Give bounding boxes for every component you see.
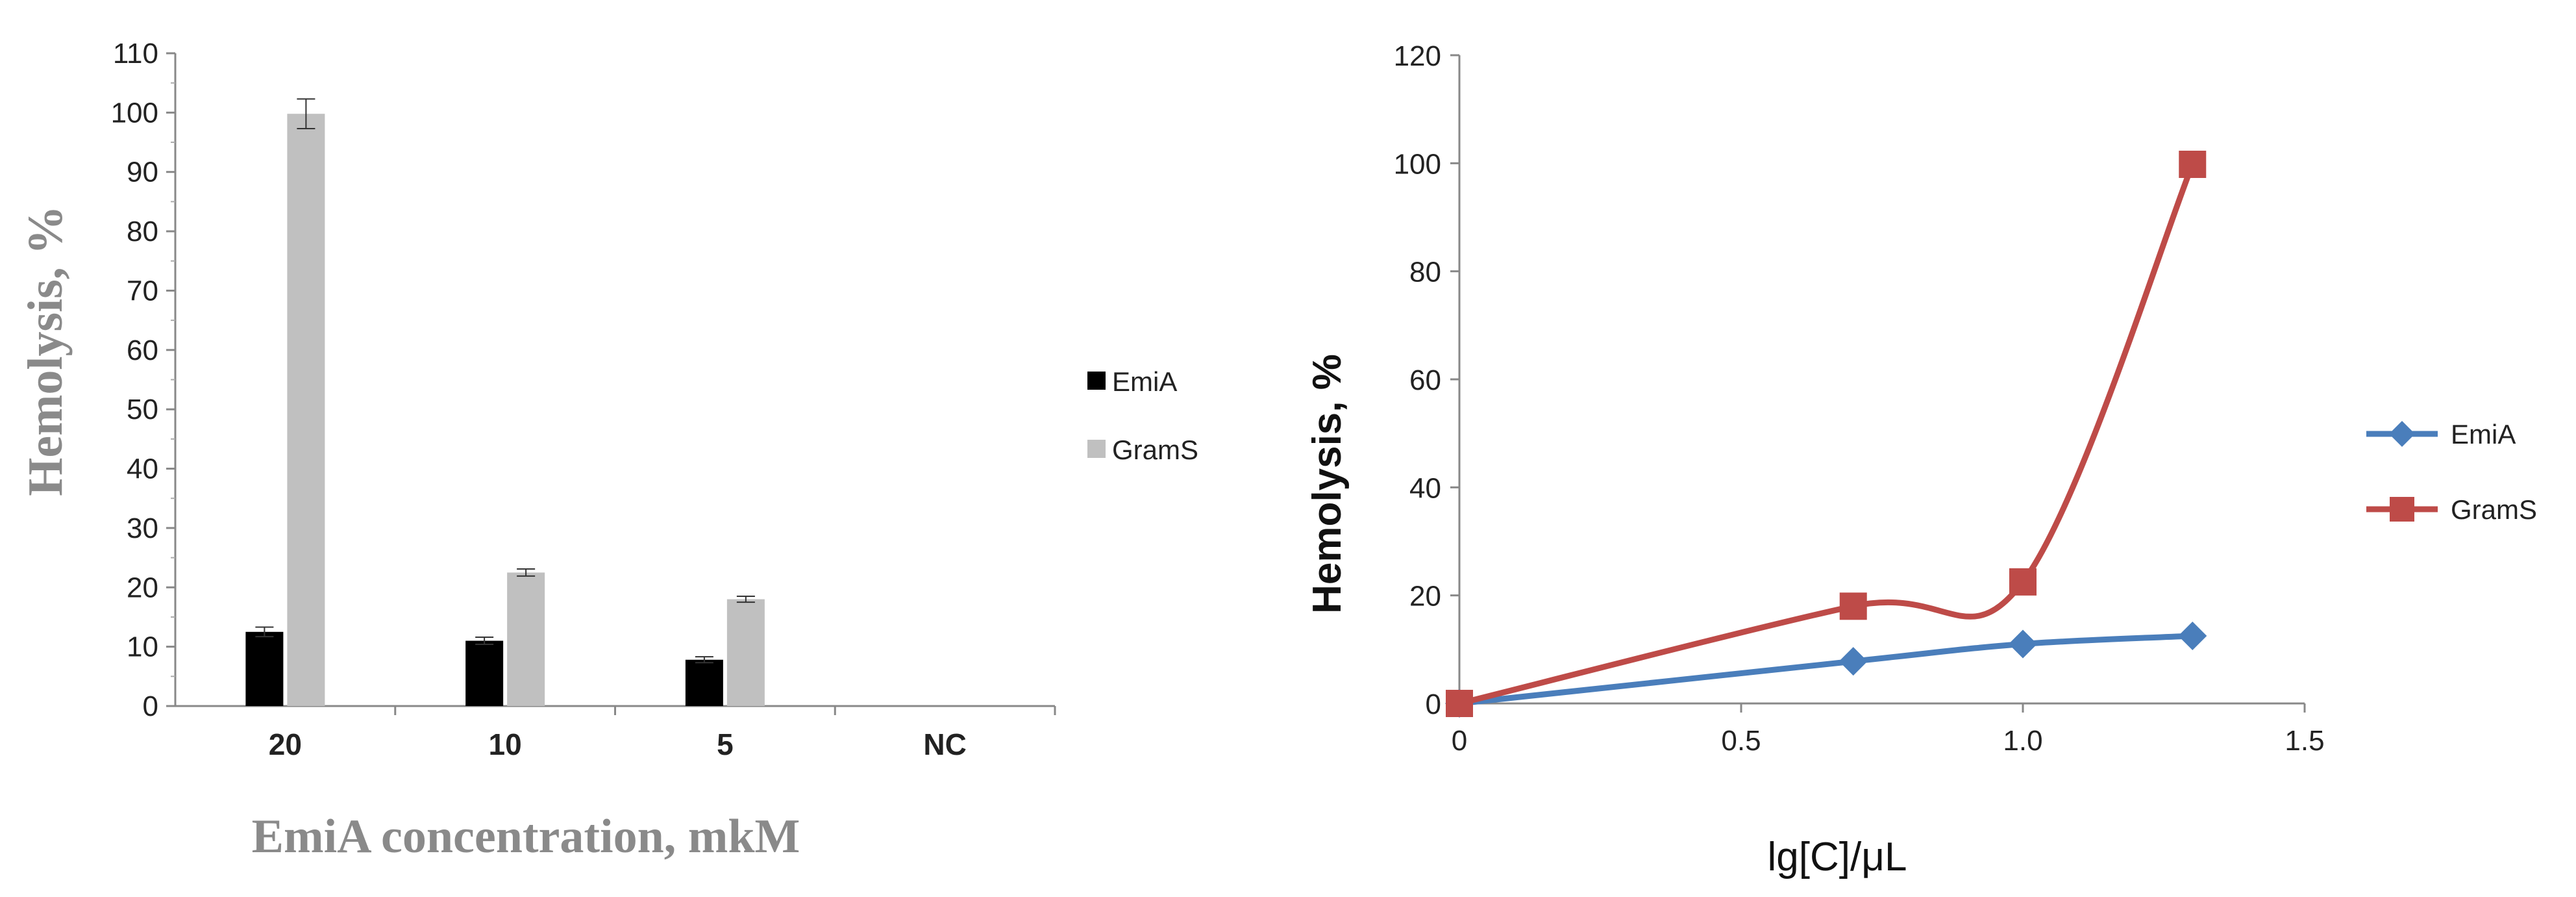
line-chart-axes <box>1450 54 2306 713</box>
bar-chart-y-tick-label: 30 <box>127 512 158 544</box>
bar-emia-10 <box>465 640 504 706</box>
bar-chart-y-tick-label: 80 <box>127 216 158 247</box>
bar-chart-legend: EmiA GramS <box>1087 366 1198 465</box>
series-line-grams <box>1458 163 2196 707</box>
bar-chart-x-tick-label: NC <box>923 727 966 761</box>
bar-chart-y-tick-label: 110 <box>113 38 158 69</box>
line-chart-series <box>1445 150 2207 718</box>
bar-chart-y-axis-label: Hemolysis, % <box>18 205 73 496</box>
legend-swatch-grams <box>1087 440 1106 458</box>
error-bar-grams-10 <box>517 568 536 577</box>
bar-chart-y-tick-label: 0 <box>143 690 158 722</box>
legend-marker-grams <box>2390 497 2414 522</box>
line-chart-x-axis-label: lg[C]/μL <box>1768 835 1907 879</box>
error-bar-grams-20 <box>297 98 316 130</box>
bar-chart-x-tick-label: 10 <box>489 727 522 761</box>
bar-chart-tick-labels: 0 10 20 30 40 50 60 70 80 90 100 110 20 10 5 NC <box>111 38 967 761</box>
bar-chart-x-axis-label: EmiA concentration, mkM <box>252 810 800 863</box>
line-chart-y-tick-label: 40 <box>1409 472 1441 504</box>
line-chart-y-tick-label: 100 <box>1394 148 1441 180</box>
legend-label-emia: EmiA <box>1112 366 1177 397</box>
line-chart-x-tick-label: 0.5 <box>1721 725 1761 757</box>
point-grams-0 <box>1446 690 1473 717</box>
bar-chart-x-tick-label: 20 <box>269 727 302 761</box>
legend-marker-emia <box>2389 421 2415 447</box>
bar-chart-y-tick-label: 10 <box>127 631 158 663</box>
bar-chart-bars <box>245 98 765 706</box>
legend-label-emia: EmiA <box>2451 419 2516 449</box>
bar-chart-y-tick-label: 70 <box>127 275 158 307</box>
bar-grams-20 <box>287 114 325 706</box>
legend-swatch-emia <box>1087 372 1106 390</box>
bar-chart-x-tick-label: 5 <box>717 727 734 761</box>
line-chart-x-tick-label: 1.0 <box>2003 725 2042 757</box>
bar-emia-5 <box>685 659 723 706</box>
error-bar-emia-20 <box>255 626 274 638</box>
error-bar-emia-10 <box>475 637 494 645</box>
bar-grams-5 <box>726 599 765 706</box>
legend-label-grams: GramS <box>1112 435 1198 465</box>
line-chart-x-tick-label: 0 <box>1452 725 1467 757</box>
legend-label-grams: GramS <box>2451 494 2537 525</box>
point-grams-1 <box>1839 592 1867 620</box>
point-emia-1 <box>1839 647 1868 676</box>
line-chart-x-tick-label: 1.5 <box>2285 725 2324 757</box>
line-chart-y-tick-label: 20 <box>1409 581 1441 613</box>
line-chart-legend: EmiA GramS <box>2366 419 2537 525</box>
line-chart: 0 20 40 60 80 100 120 0 0.5 1.0 1.5 Hemolysis, % l… <box>1305 40 2537 879</box>
bar-emia-20 <box>245 631 284 706</box>
line-chart-y-tick-label: 60 <box>1409 364 1441 396</box>
point-grams-3 <box>2179 150 2207 178</box>
bar-grams-10 <box>507 572 545 706</box>
series-grams <box>1446 150 2207 717</box>
bar-chart-y-tick-label: 20 <box>127 572 158 603</box>
bar-chart: 0 10 20 30 40 50 60 70 80 90 100 110 20 10 5 NC Hemolys… <box>18 38 1198 863</box>
bar-chart-y-tick-label: 90 <box>127 157 158 188</box>
line-chart-y-tick-label: 0 <box>1426 689 1441 720</box>
line-chart-tick-labels: 0 20 40 60 80 100 120 0 0.5 1.0 1.5 <box>1394 40 2325 757</box>
bar-chart-y-tick-label: 100 <box>111 97 158 129</box>
point-emia-2 <box>2009 629 2037 659</box>
bar-chart-y-tick-label: 50 <box>127 394 158 425</box>
line-chart-y-axis-label: Hemolysis, % <box>1305 354 1350 614</box>
line-chart-y-tick-label: 80 <box>1409 257 1441 288</box>
point-emia-3 <box>2178 622 2207 651</box>
error-bar-grams-5 <box>736 595 755 603</box>
error-bar-emia-5 <box>695 656 713 664</box>
bar-chart-y-tick-label: 60 <box>127 335 158 366</box>
bar-chart-y-tick-label: 40 <box>127 453 158 485</box>
point-grams-2 <box>2009 568 2037 596</box>
line-chart-y-tick-label: 120 <box>1394 40 1441 72</box>
series-line-emia <box>1459 633 2193 707</box>
